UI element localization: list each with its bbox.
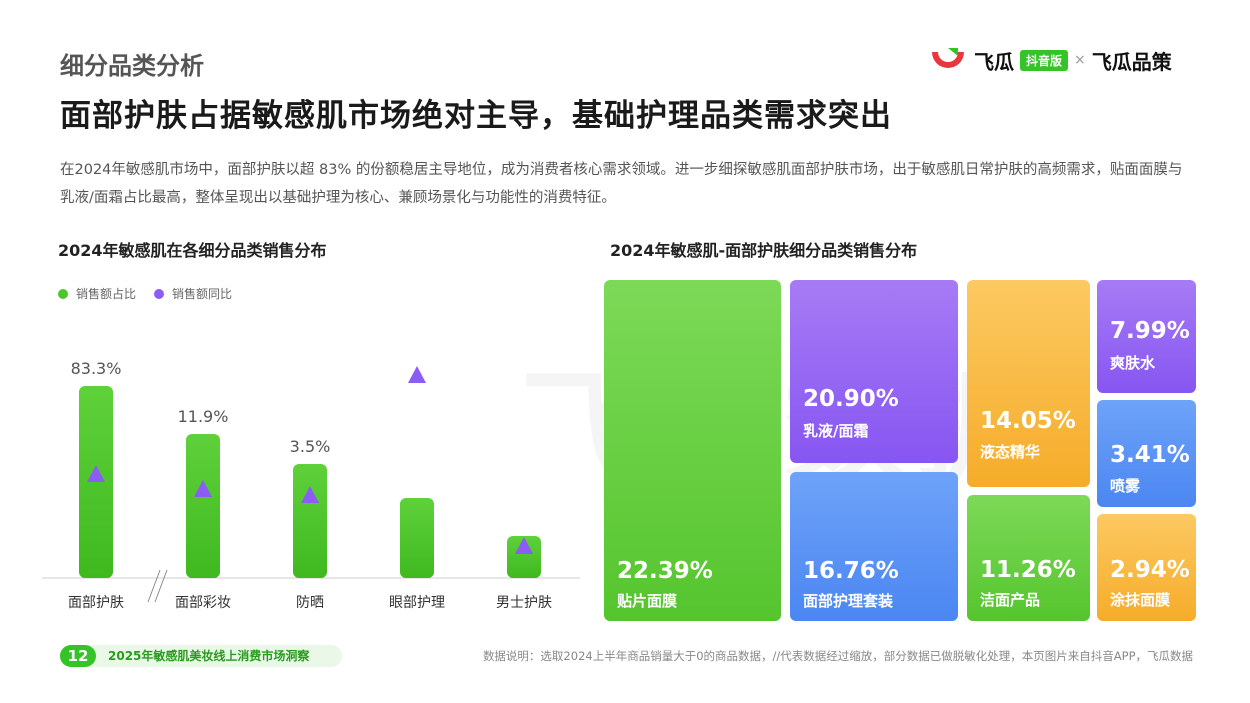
treemap-tile-7: 2.94% 涂抹面膜	[1097, 514, 1196, 621]
bar-3	[400, 498, 434, 578]
legend-label-yoy: 销售额同比	[172, 287, 233, 301]
legend-item-yoy: 销售额同比	[154, 285, 232, 302]
legend-dot-green	[58, 288, 68, 299]
footer-badge	[60, 645, 342, 667]
treemap-tile-value: 14.05%	[980, 408, 1076, 434]
treemap-tile-5: 7.99% 爽肤水	[1097, 280, 1196, 393]
yoy-marker-3	[408, 366, 426, 383]
treemap-tile-label: 液态精华	[980, 443, 1041, 461]
bar-chart-title: 2024年敏感肌在各细分品类销售分布	[58, 241, 327, 260]
treemap-tile-label: 洁面产品	[980, 591, 1041, 609]
category-label-2: 防晒	[296, 595, 324, 611]
brand-badge: 抖音版	[1020, 49, 1069, 71]
treemap-tile-label: 乳液/面霜	[803, 422, 869, 440]
section-title: 细分品类分析	[60, 52, 204, 80]
treemap-tile-0: 22.39% 贴片面膜	[604, 280, 781, 621]
category-label-4: 男士护肤	[496, 595, 552, 611]
bar-4	[507, 536, 541, 578]
bar-chart-legend: 销售额占比 销售额同比	[58, 285, 232, 302]
bar-value-label-2: 3.5%	[290, 437, 331, 456]
treemap-tile-value: 16.76%	[803, 558, 899, 584]
treemap-tile-label: 喷雾	[1110, 477, 1141, 495]
brand-separator: ×	[1074, 52, 1086, 68]
treemap-tile-value: 20.90%	[803, 386, 899, 412]
page-number: 12	[60, 645, 96, 667]
page-description: 在2024年敏感肌市场中，面部护肤以超 83% 的份额稳居主导地位，成为消费者核…	[60, 162, 1183, 206]
bar-2	[293, 464, 327, 578]
category-label-1: 面部彩妆	[175, 595, 231, 611]
bar-value-label-0: 83.3%	[71, 359, 122, 378]
treemap-tile-label: 涂抹面膜	[1110, 591, 1171, 609]
yoy-marker-4	[515, 537, 533, 554]
legend-label-share: 销售额占比	[76, 287, 137, 301]
brand-logo-icon	[932, 48, 964, 68]
treemap-tile-4: 11.26% 洁面产品	[967, 495, 1090, 621]
bar-chart: 83.3% 面部护肤 11.9% 面部彩妆 3.5% 防晒 眼部护理 男士护肤	[42, 359, 580, 611]
yoy-marker-1	[194, 480, 212, 497]
data-note: 数据说明：选取2024上半年商品销量大于0的商品数据，//代表数据经过缩放，部分…	[482, 649, 1193, 663]
brand-logo: 飞瓜 抖音版 × 飞瓜品策	[928, 44, 1172, 76]
treemap-tile-3: 14.05% 液态精华	[967, 280, 1090, 487]
bar-1	[186, 434, 220, 578]
yoy-marker-0	[87, 465, 105, 482]
treemap-tile-value: 22.39%	[617, 558, 713, 584]
yoy-marker-2	[301, 486, 319, 503]
report-name: 2025年敏感肌美妆线上消费市场洞察	[108, 649, 310, 663]
page-headline: 面部护肤占据敏感肌市场绝对主导，基础护理品类需求突出	[60, 98, 892, 134]
category-label-3: 眼部护理	[389, 595, 445, 611]
treemap-tile-label: 贴片面膜	[617, 592, 678, 610]
treemap-tile-label: 面部护理套装	[803, 592, 894, 610]
category-label-0: 面部护肤	[68, 595, 124, 611]
brand-name-pince: 飞瓜品策	[1091, 49, 1172, 74]
treemap-tile-value: 2.94%	[1110, 557, 1190, 583]
treemap-tile-value: 11.26%	[980, 557, 1076, 583]
treemap-tile-label: 爽肤水	[1110, 354, 1156, 372]
treemap-tile-1: 20.90% 乳液/面霜	[790, 280, 958, 463]
axis-break-icon	[147, 569, 168, 603]
treemap-tile-2: 16.76% 面部护理套装	[790, 472, 958, 621]
bar-value-label-1: 11.9%	[178, 407, 229, 426]
treemap-tile-value: 3.41%	[1110, 442, 1190, 468]
treemap-tile-value: 7.99%	[1110, 318, 1190, 344]
treemap-title: 2024年敏感肌-面部护肤细分品类销售分布	[610, 241, 918, 260]
treemap-tile-6: 3.41% 喷雾	[1097, 400, 1196, 507]
legend-dot-purple	[154, 288, 165, 299]
legend-item-share: 销售额占比	[58, 285, 136, 302]
brand-name-feigua: 飞瓜	[974, 49, 1014, 74]
